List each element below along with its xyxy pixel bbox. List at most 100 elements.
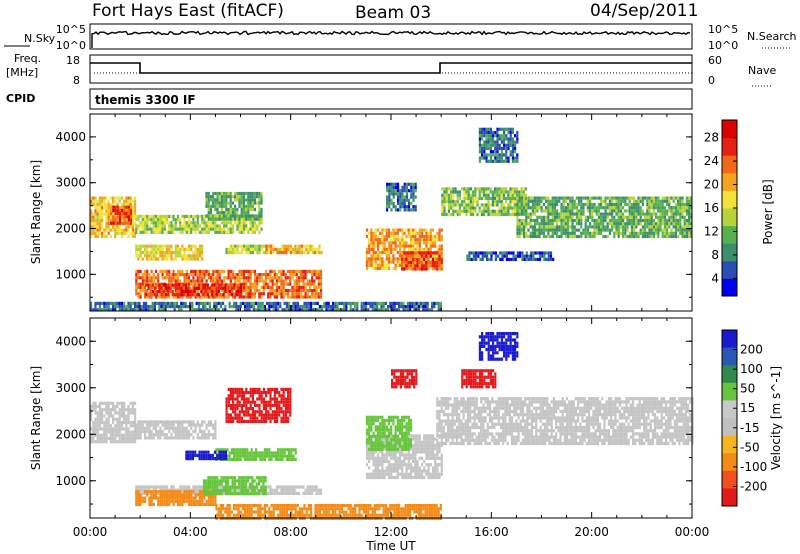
data-cell: [114, 404, 117, 409]
data-cell: [679, 209, 682, 213]
data-cell: [418, 254, 421, 258]
data-cell: [125, 205, 128, 209]
data-cell: [267, 491, 270, 495]
data-cell: [238, 269, 241, 273]
data-cell: [242, 214, 245, 218]
data-cell: [494, 134, 497, 138]
data-cell: [236, 227, 239, 231]
data-cell: [160, 293, 163, 297]
data-cell: [423, 267, 426, 271]
data-cell: [145, 293, 148, 297]
data-cell: [107, 411, 110, 415]
data-cell: [118, 212, 122, 216]
data-cell: [584, 215, 587, 219]
data-cell: [183, 273, 186, 277]
data-cell: [220, 211, 223, 215]
data-cell: [556, 199, 559, 203]
data-cell: [492, 150, 495, 154]
data-cell: [293, 488, 296, 492]
data-cell: [503, 137, 506, 141]
data-cell: [163, 295, 166, 299]
data-cell: [112, 436, 115, 441]
data-cell: [227, 485, 230, 489]
data-cell: [562, 202, 565, 207]
data-cell: [386, 198, 389, 202]
data-cell: [405, 251, 408, 255]
data-cell: [169, 305, 172, 309]
data-cell: [212, 269, 215, 273]
data-cell: [152, 244, 155, 248]
data-cell: [567, 228, 570, 232]
data-cell: [105, 424, 108, 428]
data-cell: [509, 203, 512, 207]
data-cell: [121, 205, 124, 209]
data-cell: [227, 217, 230, 221]
data-cell: [273, 269, 276, 273]
data-cell: [483, 190, 486, 194]
data-cell: [641, 218, 644, 223]
data-cell: [107, 408, 110, 412]
data-cell: [116, 215, 119, 219]
data-cell: [269, 276, 272, 280]
data-cell: [600, 222, 603, 226]
data-cell: [663, 222, 666, 226]
data-cell: [212, 279, 215, 283]
data-cell: [249, 221, 252, 225]
data-cell: [498, 190, 501, 194]
data-cell: [593, 196, 596, 200]
data-cell: [387, 228, 391, 232]
data-cell: [206, 289, 209, 294]
data-cell: [163, 251, 166, 255]
nsky-line: [91, 30, 691, 36]
data-cell: [372, 238, 375, 242]
data-cell: [242, 276, 246, 280]
data-cell: [123, 417, 126, 421]
data-cell: [409, 305, 412, 309]
data-cell: [551, 199, 554, 203]
data-cell: [591, 196, 594, 200]
data-cell: [648, 231, 651, 235]
data-cell: [408, 198, 411, 202]
data-cell: [407, 234, 410, 239]
data-cell: [143, 279, 147, 283]
data-cell: [447, 196, 450, 201]
data-cell: [520, 222, 523, 226]
data-cell: [305, 308, 308, 312]
data-cell: [170, 244, 173, 248]
data-cell: [405, 264, 408, 268]
data-cell: [293, 485, 296, 489]
data-cell: [624, 228, 627, 232]
data-cell: [571, 209, 574, 213]
data-cell: [207, 224, 210, 228]
data-cell: [239, 305, 242, 309]
data-cell: [105, 215, 108, 219]
data-cell: [564, 215, 567, 219]
data-cell: [648, 202, 651, 207]
data-cell: [191, 308, 194, 312]
data-cell: [278, 251, 281, 255]
data-cell: [376, 241, 380, 245]
data-cell: [613, 225, 616, 229]
data-cell: [112, 433, 115, 437]
data-cell: [213, 479, 217, 483]
data-cell: [214, 230, 217, 234]
data-cell: [487, 203, 490, 207]
data-cell: [595, 212, 598, 216]
data-cell: [193, 283, 196, 287]
data-cell: [564, 222, 567, 226]
data-cell: [238, 204, 241, 208]
colorbar-tick-label: 28: [704, 131, 719, 145]
data-cell: [253, 285, 257, 289]
data-cell: [256, 247, 259, 251]
data-cell: [258, 244, 261, 248]
data-cell: [209, 479, 212, 483]
data-cell: [371, 308, 374, 312]
data-cell: [445, 187, 448, 191]
data-cell: [498, 134, 501, 138]
data-cell: [147, 308, 150, 312]
data-cell: [272, 247, 275, 251]
data-cell: [170, 276, 173, 280]
data-cell: [205, 224, 208, 228]
data-cell: [657, 202, 660, 207]
data-cell: [531, 199, 534, 203]
